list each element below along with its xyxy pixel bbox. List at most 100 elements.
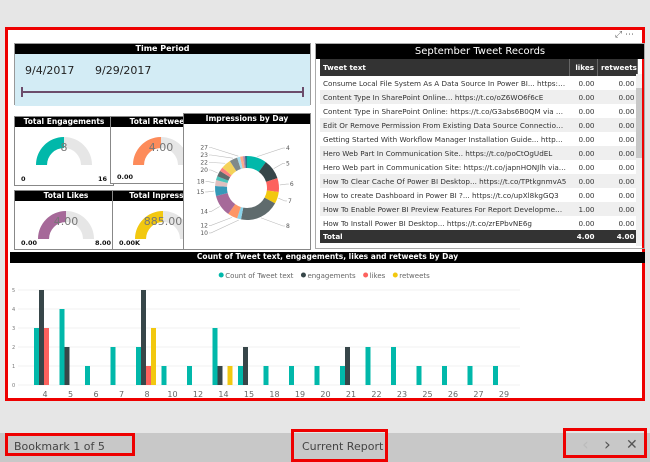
highlight-box [563,428,647,458]
cell-retweets: 0.00 [618,134,635,144]
bar-count-of-tweet-text[interactable] [85,366,90,385]
bar-count-of-tweet-text[interactable] [161,366,167,385]
bar-count-of-tweet-text[interactable] [467,366,473,385]
bar-retweets[interactable] [227,366,233,385]
focus-mode-icon[interactable]: ⤢ [614,30,623,40]
previous-bookmark-button[interactable]: ‹ [582,435,589,455]
bar-count-of-tweet-text[interactable] [187,366,192,385]
donut-slice[interactable] [241,197,276,220]
close-bookmarks-button[interactable]: ✕ [626,437,638,453]
donut-slice[interactable] [229,157,241,172]
donut-slice[interactable] [237,156,243,169]
x-tick-label: 7 [119,390,124,398]
bar-count-of-tweet-text[interactable] [493,366,498,385]
table-row[interactable]: How to create Dashboard in Power BI ?...… [320,188,638,202]
donut-slice[interactable] [258,162,278,182]
cell-tweet-text: Getting Started With Workflow Manager In… [323,134,570,144]
bar-engagements[interactable] [141,290,146,385]
bar-count-of-tweet-text[interactable] [365,347,371,385]
donut-label: 22 [200,159,208,166]
cell-likes: 0.00 [578,134,595,144]
bar-likes[interactable] [44,328,49,385]
x-tick-label: 14 [218,390,228,398]
current-report-label[interactable]: Current Report [302,440,384,453]
more-options-icon[interactable]: ⋯ [625,30,634,40]
bar-count-of-tweet-text[interactable] [289,366,294,385]
slicer-start-date[interactable]: 9/4/2017 [25,64,75,77]
bar-count-of-tweet-text[interactable] [416,366,422,385]
donut-slice[interactable] [240,156,245,169]
donut-slice[interactable] [217,170,231,181]
donut-slice[interactable] [215,180,228,187]
table-row[interactable]: Edit Or Remove Permission From Existing … [320,118,638,132]
gauge-arc [36,137,92,165]
bar-count-of-tweet-text[interactable] [391,347,396,385]
x-tick-label: 18 [269,390,279,398]
table-row[interactable]: Getting Started With Workflow Manager In… [320,132,638,146]
bar-count-of-tweet-text[interactable] [212,328,218,385]
bar-count-of-tweet-text[interactable] [340,366,345,385]
bar-count-of-tweet-text[interactable] [110,347,116,385]
gauge-card: Total Likes 4.00 0.00 8.00 [14,190,118,250]
bar-engagements[interactable] [243,347,248,385]
column-header-retweets[interactable]: retweets [597,59,638,76]
bar-count-of-tweet-text[interactable] [136,347,141,385]
donut-label: 27 [200,144,208,151]
table-row[interactable]: Hero Web Part In Communication Site.. ht… [320,146,638,160]
donut-slice[interactable] [264,190,279,204]
donut-slice[interactable] [242,156,246,169]
cell-retweets: 0.00 [597,90,638,104]
table-row[interactable]: Content Type in SharePoint Online: https… [320,104,638,118]
bar-count-of-tweet-text[interactable] [263,366,269,385]
donut-slice[interactable] [215,185,228,196]
table-row[interactable]: How To Install Power BI Desktop... https… [320,216,638,230]
bar-count-of-tweet-text[interactable] [238,366,243,385]
bar-retweets[interactable] [151,328,156,385]
donut-slice[interactable] [216,176,229,184]
bar-count-of-tweet-text[interactable] [34,328,39,385]
donut-slice[interactable] [247,156,266,172]
total-retweets: 4.00 [597,230,638,243]
bar-engagements[interactable] [64,347,70,385]
table-row[interactable]: Hero Web part in Communication Site: htt… [320,160,638,174]
gauge-max: 16 [97,175,107,183]
donut-label: 4 [286,145,290,152]
x-tick-label: 27 [473,390,483,398]
table-scrollbar[interactable] [636,74,642,246]
bar-count-of-tweet-text[interactable] [59,309,65,385]
cell-retweets: 0.00 [597,202,638,216]
time-period-slicer[interactable]: Time Period 9/4/2017 9/29/2017 [14,43,311,106]
tweet-records-table: September Tweet Records Tweet text likes… [315,43,645,249]
slicer-end-date[interactable]: 9/29/2017 [95,64,152,77]
table-row[interactable]: Consume Local File System As A Data Sour… [320,76,638,90]
next-bookmark-button[interactable]: › [604,435,611,455]
donut-label: 20 [200,167,208,174]
table-row[interactable]: How To Clear Cache Of Power BI Desktop..… [320,174,638,188]
x-tick-label: 12 [193,390,203,398]
column-header-tweet-text[interactable]: Tweet text [320,59,570,76]
donut-slice[interactable] [266,178,279,193]
legend-marker [218,272,224,278]
x-tick-label: 6 [93,390,98,398]
column-header-likes[interactable]: likes [569,59,598,76]
donut-slice[interactable] [244,156,247,169]
bar-count-of-tweet-text[interactable] [442,366,447,385]
table-row[interactable]: Content Type In SharePoint Online... htt… [320,90,638,104]
donut-slice[interactable] [216,192,236,214]
bar-engagements[interactable] [345,347,350,385]
donut-slice[interactable] [219,167,232,178]
cell-tweet-text: Hero Web Part In Communication Site.. ht… [320,146,570,160]
gauge-max: 8.00 [94,239,111,247]
bar-count-of-tweet-text[interactable] [314,366,320,385]
daily-bar-chart: Count of Tweet text, engagements, likes … [10,252,645,399]
table-title: September Tweet Records [316,44,644,59]
slicer-range-track[interactable] [21,87,304,97]
donut-slice[interactable] [237,207,244,220]
bar-likes[interactable] [146,366,151,385]
bar-engagements[interactable] [217,366,223,385]
table-row[interactable]: How To Enable Power BI Preview Features … [320,202,638,216]
gauge-title: Total Likes [15,191,117,201]
donut-slice[interactable] [228,204,241,219]
donut-slice[interactable] [222,160,237,176]
bar-engagements[interactable] [39,290,44,385]
